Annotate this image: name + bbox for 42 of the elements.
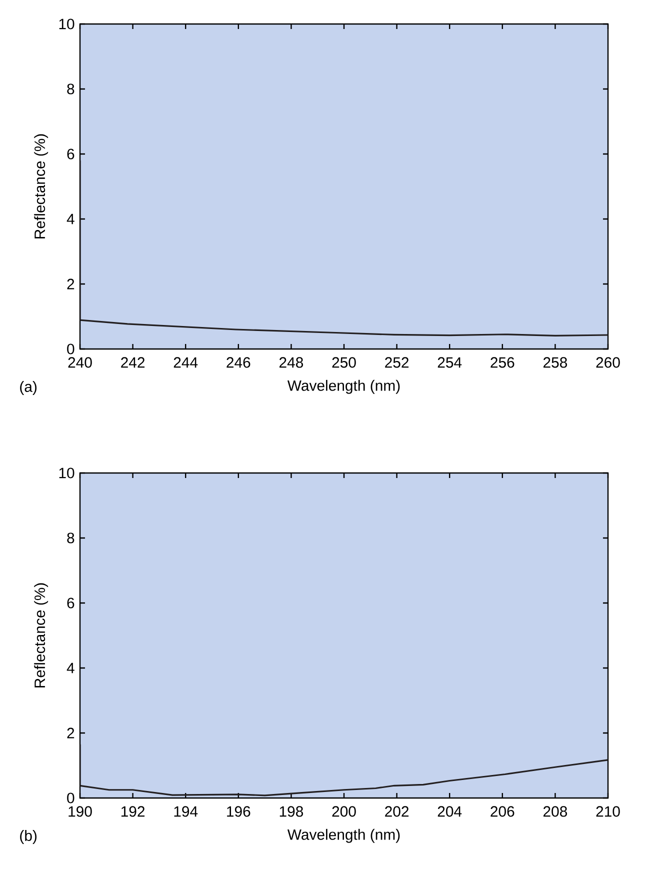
- x-tick-label: 248: [279, 357, 304, 368]
- y-tick-label: 10: [59, 468, 74, 478]
- x-tick-label: 252: [385, 357, 409, 368]
- x-tick-label: 204: [438, 806, 462, 817]
- y-tick-label: 2: [67, 278, 74, 290]
- x-tick-label: 206: [490, 806, 514, 817]
- y-tick-label: 0: [67, 344, 74, 354]
- y-tick-label: 4: [66, 662, 74, 674]
- x-tick-label: 208: [543, 806, 568, 817]
- y-tick-label: 10: [59, 18, 74, 30]
- x-tick-label: 200: [332, 806, 356, 817]
- x-tick-label: 192: [121, 806, 145, 817]
- y-tick-label: 4: [66, 214, 74, 224]
- text: (b): [20, 830, 37, 844]
- x-tick-label: 258: [543, 357, 568, 368]
- x-tick-label: 256: [490, 357, 514, 368]
- text: (a): [20, 381, 37, 395]
- x-tick-label: 194: [174, 806, 198, 817]
- x-tick-label: 210: [596, 806, 620, 817]
- line-series: [80, 160, 608, 336]
- x-axis-title: Wavelength (nm): [287, 380, 400, 394]
- x-tick-label: 190: [68, 806, 92, 817]
- x-tick-label: 240: [68, 357, 92, 368]
- y-tick-label: 8: [67, 84, 74, 94]
- line-series: [80, 744, 608, 796]
- x-tick-label: 260: [596, 357, 620, 368]
- x-axis-title: Wavelength (nm): [287, 828, 400, 843]
- y-tick-label: 6: [67, 148, 74, 160]
- y-tick-label: 2: [67, 728, 74, 738]
- y-tick-label: 0: [67, 792, 74, 804]
- x-tick-label: 202: [385, 806, 409, 817]
- x-tick-label: 250: [332, 357, 356, 368]
- x-tick-label: 246: [226, 357, 250, 368]
- x-tick-label: 254: [438, 357, 462, 368]
- x-tick-label: 196: [227, 806, 250, 817]
- y-tick-label: 6: [67, 598, 74, 608]
- y-tick-label: 8: [67, 532, 74, 544]
- x-tick-label: 244: [174, 357, 198, 368]
- x-tick-label: 198: [280, 806, 304, 817]
- y-axis-title: Reflectance (%): [34, 134, 48, 238]
- y-axis-title: Reflectance (%): [34, 583, 48, 688]
- x-tick-label: 242: [121, 357, 145, 368]
